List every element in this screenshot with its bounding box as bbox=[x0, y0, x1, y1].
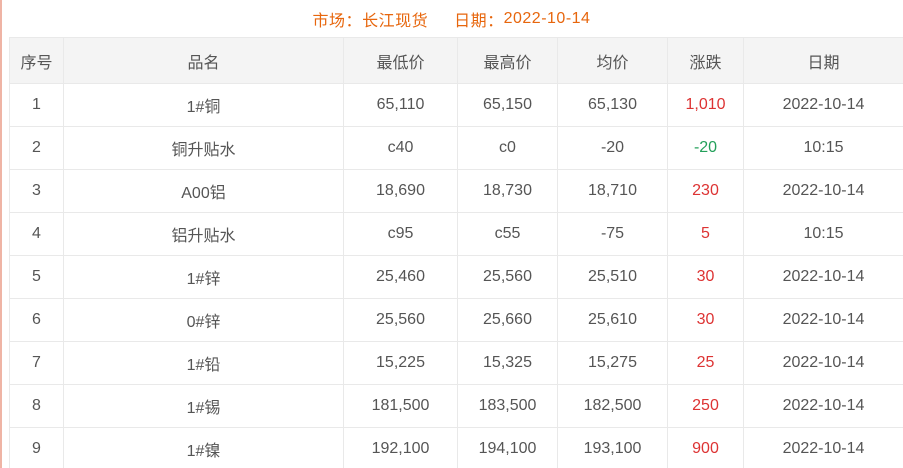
cell-high: 65,150 bbox=[457, 83, 558, 127]
cell-avg: 193,100 bbox=[557, 427, 668, 468]
cell-high: c0 bbox=[457, 126, 558, 170]
header-no: 序号 bbox=[9, 37, 64, 84]
cell-avg: -20 bbox=[557, 126, 668, 170]
cell-name: A00铝 bbox=[63, 169, 344, 213]
cell-change: 25 bbox=[667, 341, 744, 385]
cell-low: 25,560 bbox=[343, 298, 458, 342]
cell-date: 10:15 bbox=[743, 212, 903, 256]
header-high: 最高价 bbox=[457, 37, 558, 84]
cell-avg: 65,130 bbox=[557, 83, 668, 127]
table-row: 4 铝升贴水 c95 c55 -75 5 10:15 bbox=[9, 212, 903, 256]
cell-low: c40 bbox=[343, 126, 458, 170]
table-body: 1 1#铜 65,110 65,150 65,130 1,010 2022-10… bbox=[9, 83, 903, 468]
market-label: 市场： bbox=[312, 12, 363, 30]
cell-low: 65,110 bbox=[343, 83, 458, 127]
cell-no: 1 bbox=[9, 83, 64, 127]
cell-high: 183,500 bbox=[457, 384, 558, 428]
cell-low: 25,460 bbox=[343, 255, 458, 299]
cell-no: 3 bbox=[9, 169, 64, 213]
cell-no: 6 bbox=[9, 298, 64, 342]
cell-date: 2022-10-14 bbox=[743, 427, 903, 468]
table-row: 3 A00铝 18,690 18,730 18,710 230 2022-10-… bbox=[9, 169, 903, 213]
table-row: 1 1#铜 65,110 65,150 65,130 1,010 2022-10… bbox=[9, 83, 903, 127]
header-date: 日期 bbox=[743, 37, 903, 84]
cell-high: c55 bbox=[457, 212, 558, 256]
cell-change: 250 bbox=[667, 384, 744, 428]
page-title: 市场： 长江现货 日期： 2022-10-14 bbox=[0, 0, 903, 37]
cell-date: 2022-10-14 bbox=[743, 169, 903, 213]
cell-avg: 182,500 bbox=[557, 384, 668, 428]
cell-low: 18,690 bbox=[343, 169, 458, 213]
cell-date: 2022-10-14 bbox=[743, 384, 903, 428]
header-change: 涨跌 bbox=[667, 37, 744, 84]
table-row: 6 0#锌 25,560 25,660 25,610 30 2022-10-14 bbox=[9, 298, 903, 342]
cell-name: 1#锡 bbox=[63, 384, 344, 428]
cell-no: 8 bbox=[9, 384, 64, 428]
header-avg: 均价 bbox=[557, 37, 668, 84]
table-row: 9 1#镍 192,100 194,100 193,100 900 2022-1… bbox=[9, 427, 903, 468]
cell-low: 15,225 bbox=[343, 341, 458, 385]
cell-high: 25,560 bbox=[457, 255, 558, 299]
cell-high: 194,100 bbox=[457, 427, 558, 468]
cell-no: 4 bbox=[9, 212, 64, 256]
cell-high: 15,325 bbox=[457, 341, 558, 385]
cell-name: 铝升贴水 bbox=[63, 212, 344, 256]
cell-name: 1#锌 bbox=[63, 255, 344, 299]
cell-low: 192,100 bbox=[343, 427, 458, 468]
table-row: 8 1#锡 181,500 183,500 182,500 250 2022-1… bbox=[9, 384, 903, 428]
table-row: 7 1#铅 15,225 15,325 15,275 25 2022-10-14 bbox=[9, 341, 903, 385]
cell-no: 9 bbox=[9, 427, 64, 468]
table-row: 2 铜升贴水 c40 c0 -20 -20 10:15 bbox=[9, 126, 903, 170]
cell-change: 230 bbox=[667, 169, 744, 213]
header-low: 最低价 bbox=[343, 37, 458, 84]
cell-date: 2022-10-14 bbox=[743, 341, 903, 385]
date-label: 日期： bbox=[454, 12, 504, 30]
cell-high: 25,660 bbox=[457, 298, 558, 342]
cell-date: 2022-10-14 bbox=[743, 83, 903, 127]
cell-low: 181,500 bbox=[343, 384, 458, 428]
cell-high: 18,730 bbox=[457, 169, 558, 213]
cell-name: 1#镍 bbox=[63, 427, 344, 468]
cell-low: c95 bbox=[343, 212, 458, 256]
cell-date: 2022-10-14 bbox=[743, 298, 903, 342]
header-name: 品名 bbox=[63, 37, 344, 84]
cell-change: -20 bbox=[667, 126, 744, 170]
cell-avg: 25,610 bbox=[557, 298, 668, 342]
cell-change: 5 bbox=[667, 212, 744, 256]
table-row: 5 1#锌 25,460 25,560 25,510 30 2022-10-14 bbox=[9, 255, 903, 299]
table-header-row: 序号 品名 最低价 最高价 均价 涨跌 日期 bbox=[9, 37, 903, 84]
cell-date: 2022-10-14 bbox=[743, 255, 903, 299]
cell-date: 10:15 bbox=[743, 126, 903, 170]
market-value: 长江现货 bbox=[362, 12, 429, 30]
cell-name: 0#锌 bbox=[63, 298, 344, 342]
cell-avg: -75 bbox=[557, 212, 668, 256]
cell-name: 铜升贴水 bbox=[63, 126, 344, 170]
cell-no: 7 bbox=[9, 341, 64, 385]
cell-name: 1#铜 bbox=[63, 83, 344, 127]
cell-change: 30 bbox=[667, 298, 744, 342]
cell-avg: 15,275 bbox=[557, 341, 668, 385]
left-edge-stripe bbox=[0, 0, 2, 468]
cell-change: 30 bbox=[667, 255, 744, 299]
price-table: 序号 品名 最低价 最高价 均价 涨跌 日期 1 1#铜 65,110 65,1… bbox=[9, 37, 903, 468]
cell-no: 2 bbox=[9, 126, 64, 170]
date-value: 2022-10-14 bbox=[503, 9, 591, 27]
cell-change: 1,010 bbox=[667, 83, 744, 127]
cell-no: 5 bbox=[9, 255, 64, 299]
cell-avg: 18,710 bbox=[557, 169, 668, 213]
cell-name: 1#铅 bbox=[63, 341, 344, 385]
cell-change: 900 bbox=[667, 427, 744, 468]
cell-avg: 25,510 bbox=[557, 255, 668, 299]
